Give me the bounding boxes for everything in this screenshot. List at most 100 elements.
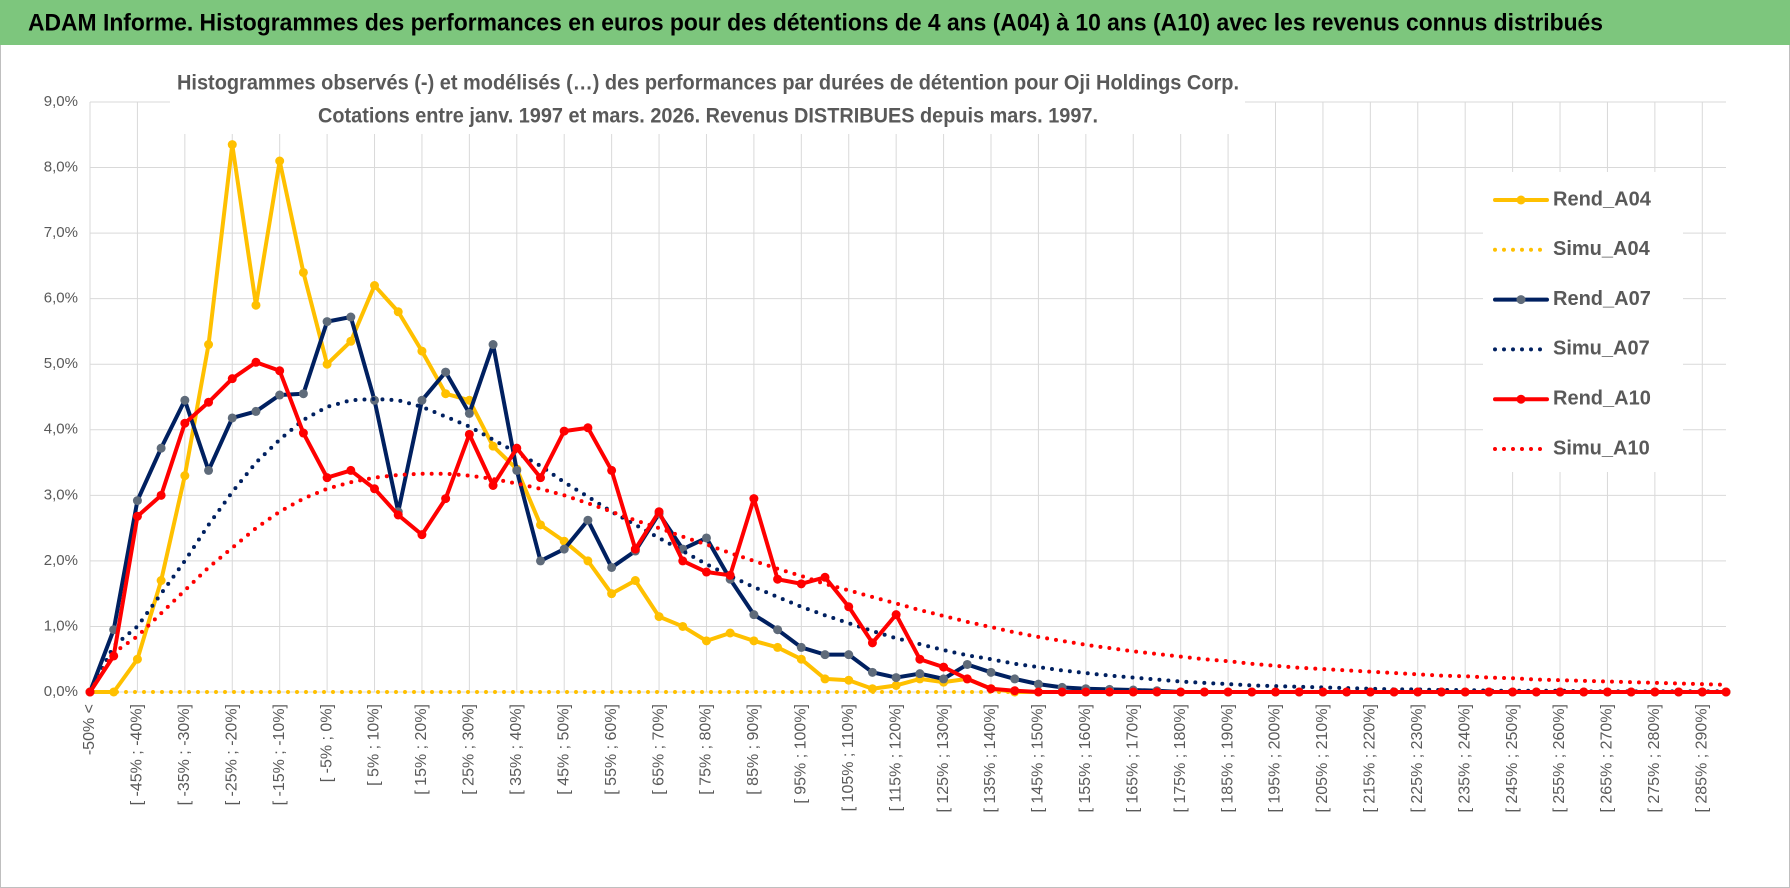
header-band [0, 0, 1790, 45]
point [749, 610, 759, 620]
point [725, 628, 735, 638]
point [156, 443, 166, 453]
point [867, 638, 877, 648]
point [1626, 687, 1636, 697]
legend-label: Simu_A04 [1553, 238, 1651, 260]
x-tick-label: [ -25% ; -20%] [223, 704, 240, 805]
point [891, 673, 901, 683]
point [773, 574, 783, 584]
legend-marker [1516, 394, 1526, 404]
point [820, 572, 830, 582]
point [346, 465, 356, 475]
point [204, 465, 214, 475]
y-tick-label: 8,0% [44, 159, 78, 176]
x-tick-label: [ 225% ; 230%] [1409, 704, 1426, 813]
point [1199, 687, 1209, 697]
point [725, 570, 735, 580]
point [322, 317, 332, 327]
point [559, 544, 569, 554]
point [678, 556, 688, 566]
point [1271, 687, 1281, 697]
point [441, 494, 451, 504]
point [275, 366, 285, 376]
x-tick-label: -50% < [81, 704, 98, 755]
point [370, 484, 380, 494]
point [607, 465, 617, 475]
legend-label: Rend_A04 [1553, 188, 1652, 210]
legend-label: Rend_A10 [1553, 387, 1651, 409]
point [1389, 687, 1399, 697]
point [844, 650, 854, 660]
point [370, 281, 380, 291]
point [132, 654, 142, 664]
point [535, 520, 545, 530]
model-line [88, 396, 1728, 694]
x-tick-label: [ 25% ; 30%] [461, 704, 478, 795]
x-tick-label: [ -45% ; -40%] [129, 704, 146, 805]
x-tick-label: [ 275% ; 280%] [1646, 704, 1663, 813]
point [298, 267, 308, 277]
point [488, 481, 498, 490]
point [1105, 687, 1115, 697]
y-tick-label: 7,0% [44, 224, 78, 241]
point [275, 390, 285, 400]
x-tick-label: [ 125% ; 130%] [935, 704, 952, 813]
x-tick-label: [ -15% ; -10%] [271, 704, 288, 805]
point [464, 429, 474, 439]
legend-label: Simu_A07 [1553, 338, 1650, 360]
point [867, 667, 877, 677]
y-tick-label: 0,0% [44, 683, 78, 700]
point [891, 680, 901, 690]
point [630, 576, 640, 586]
point [535, 473, 545, 483]
point [109, 687, 119, 697]
point [346, 336, 356, 346]
point [1484, 687, 1494, 697]
point [583, 423, 593, 433]
point [749, 636, 759, 646]
title-background [170, 66, 1245, 134]
x-tick-label: [ 235% ; 240%] [1456, 704, 1473, 813]
point [962, 659, 972, 669]
x-tick-label: [ 65% ; 70%] [650, 704, 667, 795]
point [915, 654, 925, 664]
x-tick-label: [ 85% ; 90%] [745, 704, 762, 795]
point [1579, 687, 1589, 697]
point [227, 374, 237, 384]
point [796, 642, 806, 652]
point [749, 494, 759, 504]
point [1508, 687, 1518, 697]
point [986, 684, 996, 694]
x-tick-label: [ 155% ; 160%] [1077, 704, 1094, 813]
point [962, 674, 972, 684]
point [796, 654, 806, 664]
point [132, 511, 142, 521]
point [204, 397, 214, 407]
point [1674, 687, 1684, 697]
point [796, 579, 806, 589]
point [915, 669, 925, 679]
point [156, 490, 166, 500]
observed-line [88, 360, 1728, 694]
point [820, 674, 830, 684]
point [844, 675, 854, 685]
plot-area: 0,0% 1,0% 2,0% 3,0% 4,0% 5,0% 6,0% 7,0% 8,0% 9,0%… [44, 93, 1731, 813]
point [346, 312, 356, 322]
x-tick-label: [ 35% ; 40%] [508, 704, 525, 795]
x-tick-label: [ 245% ; 250%] [1504, 704, 1521, 813]
x-tick-label: [ 165% ; 170%] [1124, 704, 1141, 813]
point [441, 389, 451, 399]
point [1555, 687, 1565, 697]
x-tick-label: [ 175% ; 180%] [1172, 704, 1189, 813]
x-tick-label: [ -35% ; -30%] [176, 704, 193, 805]
x-tick-label: [ 255% ; 260%] [1551, 704, 1568, 813]
x-tick-label: [ 115% ; 120%] [887, 704, 904, 811]
legend-background [1483, 172, 1683, 472]
point [773, 642, 783, 652]
point [1176, 687, 1186, 697]
point [156, 576, 166, 586]
point [512, 443, 522, 453]
point [1318, 687, 1328, 697]
point [559, 426, 569, 436]
